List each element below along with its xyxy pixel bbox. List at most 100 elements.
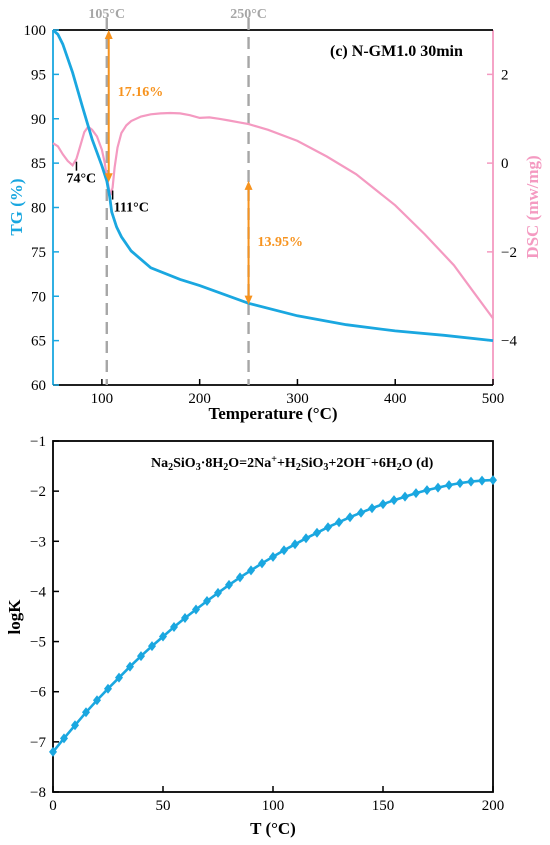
dsc-tick-label: −4: [501, 334, 517, 350]
logk-marker: [214, 587, 222, 598]
panel-c-dsc-ticks: −4 −2 0 2: [487, 67, 517, 350]
panel-c-x-ticks: 100 200 300 400 500: [91, 379, 505, 407]
y-tick-label: −3: [30, 534, 46, 550]
logk-marker: [115, 672, 123, 683]
peak-labels: 74°C 111°C: [66, 161, 149, 216]
tg-tick-label: 75: [31, 245, 46, 261]
mass-loss-label: 13.95%: [258, 235, 304, 250]
mass-loss-arrow-head-up: [244, 180, 253, 190]
logk-marker: [71, 720, 79, 731]
reference-line-label: 105°C: [88, 7, 125, 22]
equation-part: SiO: [173, 456, 196, 471]
logk-marker: [456, 478, 464, 489]
panel-c-label: (c) N-GM1.0 30min: [330, 43, 463, 60]
equation-part: Na: [151, 456, 168, 471]
logk-marker: [247, 565, 255, 576]
panel-d-x-title: T (°C): [250, 819, 296, 838]
reaction-equation: Na2SiO3·8H2O=2Na++H2SiO3+2OH−+6H2O (d): [151, 454, 434, 473]
logk-marker: [489, 475, 497, 486]
tg-tick-label: 95: [31, 67, 46, 83]
logk-marker: [225, 579, 233, 590]
panel-d-x-ticks: 0 50 100 150 200: [49, 786, 504, 814]
logk-marker: [170, 622, 178, 633]
logk-marker: [390, 495, 398, 506]
dsc-axis-title: DSC (mw/mg): [523, 155, 542, 258]
logk-marker: [203, 595, 211, 606]
logk-marker: [137, 651, 145, 662]
logk-marker: [379, 499, 387, 510]
y-tick-label: −5: [30, 635, 46, 651]
mass-loss-arrow-head-down: [104, 173, 113, 183]
x-tick-label: 500: [482, 391, 505, 407]
panel-d: 0 50 100 150 200 −8−7−6−5−4−3−2−1 Na2SiO3·8H…: [5, 434, 504, 838]
logk-marker: [49, 746, 57, 757]
logk-marker: [445, 480, 453, 491]
tg-tick-label: 60: [31, 378, 46, 394]
logk-marker: [148, 641, 156, 652]
logk-curve: [51, 478, 494, 753]
logk-marker: [401, 491, 409, 502]
mass-loss-label: 17.16%: [118, 85, 164, 100]
reference-lines: 105°C 250°C: [88, 7, 267, 385]
logk-marker: [82, 707, 90, 718]
equation-part: ·8H: [201, 456, 224, 471]
x-tick-label: 300: [286, 391, 309, 407]
logk-marker: [335, 517, 343, 528]
tg-curve: [52, 28, 494, 342]
dsc-tick-label: 0: [501, 156, 509, 172]
mass-loss-arrow-head-down: [244, 295, 253, 305]
reference-line-label: 250°C: [230, 7, 267, 22]
equation-part: SiO: [301, 456, 324, 471]
logk-marker: [280, 545, 288, 556]
logk-marker: [93, 695, 101, 706]
logk-marker: [302, 533, 310, 544]
equation-part: O (d): [402, 456, 434, 471]
y-tick-label: −1: [30, 434, 46, 450]
logk-marker: [346, 512, 354, 523]
logk-marker: [313, 527, 321, 538]
logk-marker: [60, 733, 68, 744]
logk-markers: [49, 475, 497, 757]
peak-label: 111°C: [114, 201, 149, 216]
y-tick-label: −6: [30, 685, 46, 701]
dsc-tick-label: 2: [501, 67, 509, 83]
panel-c: 100 200 300 400 500 60 65 70 75 80 85 90 95 100 −4 −2…: [7, 7, 542, 423]
logk-marker: [258, 558, 266, 569]
equation-part: 3: [323, 462, 328, 473]
x-tick-label: 0: [49, 798, 57, 814]
mass-loss-arrows: 17.16% 13.95%: [104, 30, 304, 305]
logk-marker: [291, 539, 299, 550]
logk-marker: [159, 631, 167, 642]
x-tick-label: 100: [91, 391, 114, 407]
logk-marker: [126, 661, 134, 672]
logk-marker: [324, 522, 332, 533]
panel-c-x-title: Temperature (°C): [208, 404, 337, 423]
logk-marker: [467, 476, 475, 487]
logk-marker: [192, 604, 200, 615]
logk-marker: [181, 613, 189, 624]
logk-marker: [236, 572, 244, 583]
y-tick-label: −2: [30, 484, 46, 500]
x-tick-label: 50: [156, 798, 171, 814]
mass-loss-arrow-head-up: [104, 30, 113, 39]
equation-part: +6H: [371, 456, 397, 471]
logk-marker: [368, 503, 376, 514]
tg-axis-title: TG (%): [7, 178, 26, 235]
tg-tick-label: 80: [31, 201, 46, 217]
panel-d-y-title: logK: [5, 599, 24, 635]
equation-part: +: [271, 454, 277, 465]
equation-part: +2OH: [328, 456, 365, 471]
equation-part: 2: [223, 462, 228, 473]
tg-tick-label: 100: [24, 23, 47, 39]
dsc-tick-label: −2: [501, 245, 517, 261]
tg-tick-label: 85: [31, 156, 46, 172]
logk-marker: [478, 475, 486, 486]
logk-marker: [357, 507, 365, 518]
dsc-curve: [52, 111, 494, 320]
y-tick-label: −7: [30, 735, 46, 751]
y-tick-label: −8: [30, 785, 46, 801]
x-tick-label: 400: [384, 391, 407, 407]
equation-part: 2: [397, 462, 402, 473]
peak-label: 74°C: [66, 172, 96, 187]
